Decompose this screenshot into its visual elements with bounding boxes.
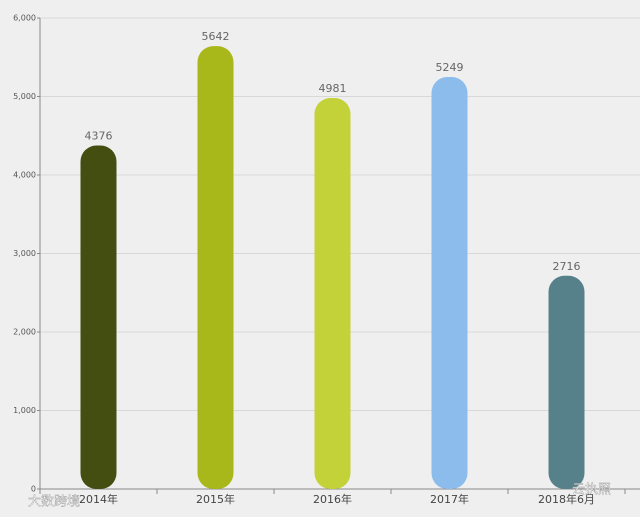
watermark: 云执照 (572, 483, 611, 498)
y-tick-label: 2,000 (13, 328, 36, 337)
data-label: 5642 (202, 30, 230, 43)
bar (431, 76, 468, 490)
data-label: 4981 (319, 82, 347, 95)
data-label: 4376 (85, 129, 113, 142)
watermark: 大数跨境 (28, 495, 80, 510)
y-tick-label: 6,000 (13, 14, 36, 23)
y-tick-label: 1,000 (13, 406, 36, 415)
bar (80, 145, 117, 489)
x-tick-label: 2017年 (430, 492, 469, 506)
data-label: 2716 (553, 260, 581, 273)
bar (314, 97, 351, 489)
x-tick-label: 2014年 (79, 492, 118, 506)
y-tick-label: 5,000 (13, 92, 36, 101)
y-tick-label: 4,000 (13, 171, 36, 180)
x-tick-label: 2016年 (313, 492, 352, 506)
x-tick-label: 2015年 (196, 492, 235, 506)
data-label: 5249 (436, 61, 464, 74)
y-tick-label: 3,000 (13, 249, 36, 258)
y-tick-label: 0 (31, 485, 36, 494)
bar (548, 275, 585, 489)
bar (197, 46, 234, 490)
x-tick-label: 2018年6月 (538, 492, 595, 506)
